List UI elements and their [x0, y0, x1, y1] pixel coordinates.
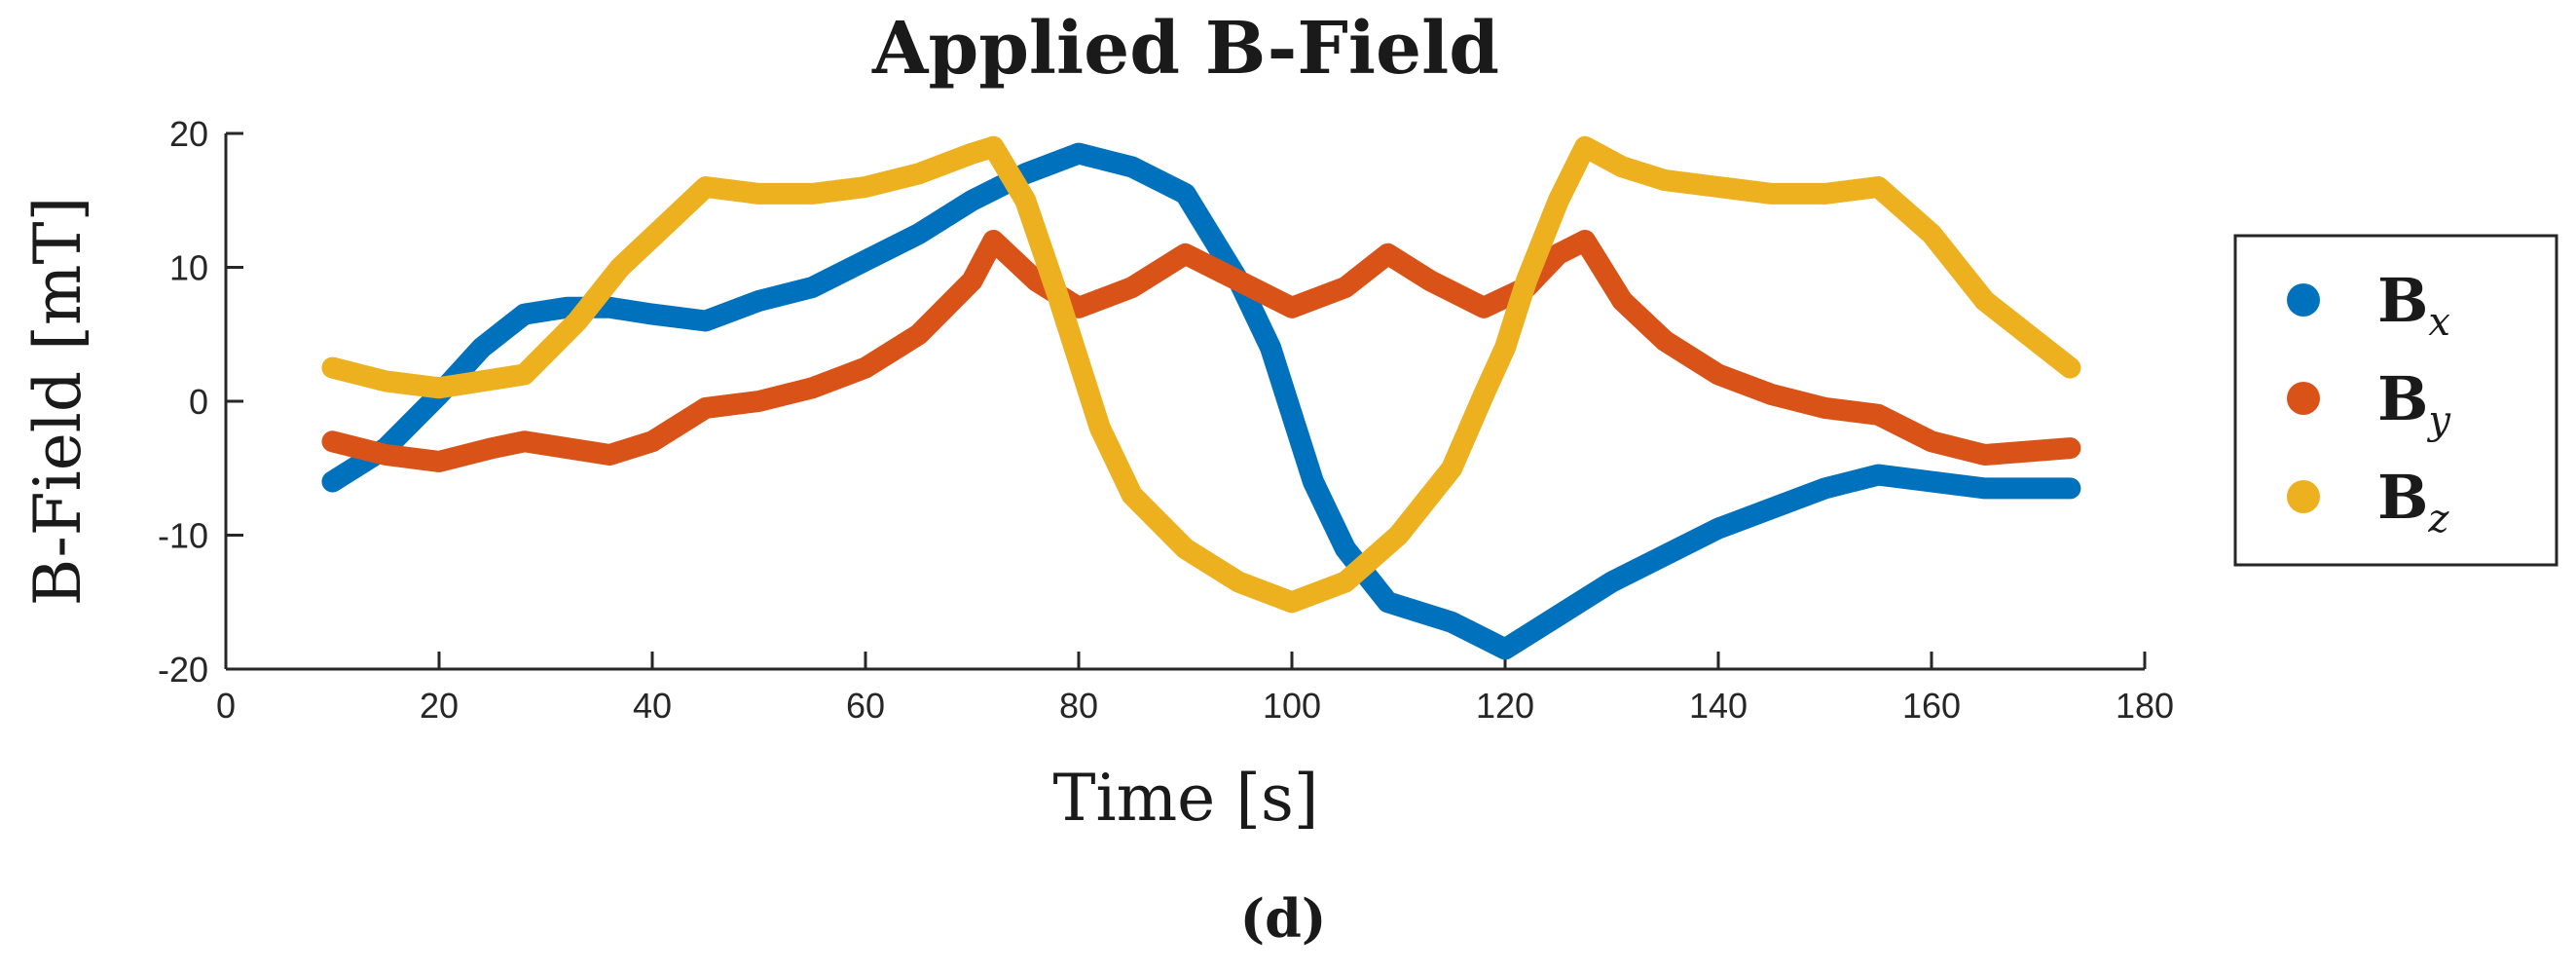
legend-label-bx: Bx [2377, 265, 2450, 345]
x-tick-label: 80 [1059, 686, 1098, 726]
x-axis-label: Time [s] [1052, 761, 1318, 836]
x-tick-label: 60 [846, 686, 885, 726]
x-ticks: 0 20 40 60 80 100 120 140 160 180 [216, 652, 2174, 726]
chart-title: Applied B-Field [871, 7, 1499, 91]
x-tick-label: 120 [1476, 686, 1534, 726]
legend-label-subscript: y [2426, 398, 2451, 443]
y-axis-label: B-Field [mT] [20, 197, 95, 606]
legend-marker-bz [2287, 480, 2320, 513]
x-tick-label: 160 [1902, 686, 1961, 726]
legend-label-main: B [2377, 363, 2428, 434]
legend-label-main: B [2377, 265, 2428, 336]
x-tick-label: 20 [420, 686, 459, 726]
series-line-by [321, 230, 2081, 472]
y-tick-label: -10 [158, 516, 208, 556]
y-tick-label: 0 [189, 382, 208, 422]
legend-label-subscript: x [2428, 300, 2450, 345]
x-tick-label: 140 [1689, 686, 1748, 726]
legend-label-subscript: z [2427, 497, 2449, 542]
legend-marker-by [2287, 382, 2320, 415]
series-group [321, 135, 2081, 660]
y-tick-label: -20 [158, 650, 208, 690]
y-tick-label: 10 [169, 248, 208, 288]
legend-marker-bx [2287, 283, 2320, 317]
legend-label-bz: Bz [2377, 462, 2449, 542]
x-tick-label: 0 [216, 686, 236, 726]
y-ticks: -20 -10 0 10 20 [158, 114, 243, 690]
x-tick-label: 100 [1263, 686, 1321, 726]
legend-label-by: By [2377, 363, 2451, 443]
series-line-bz [321, 135, 2081, 614]
x-tick-label: 40 [633, 686, 672, 726]
figure-caption: (d) [1240, 887, 1327, 950]
x-tick-label: 180 [2116, 686, 2174, 726]
legend-label-main: B [2377, 462, 2428, 533]
y-tick-label: 20 [169, 114, 208, 154]
